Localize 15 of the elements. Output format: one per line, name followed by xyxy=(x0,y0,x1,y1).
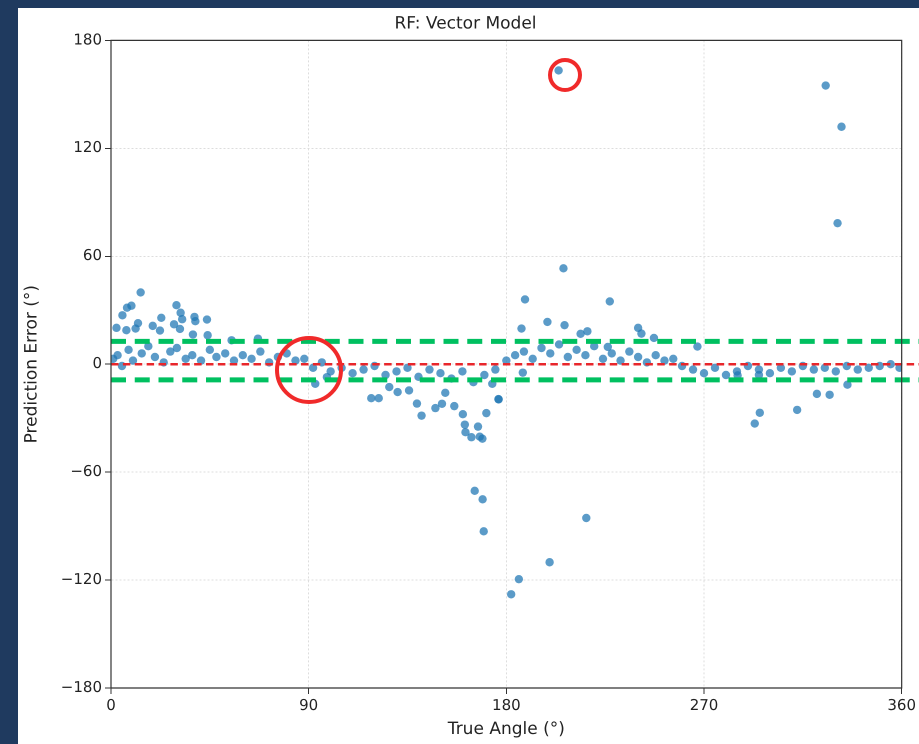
y-tick-label: 180 xyxy=(73,30,102,48)
x-tick-label: 0 xyxy=(106,696,116,714)
x-axis-title: True Angle (°) xyxy=(446,719,565,740)
x-tick-label: 180 xyxy=(492,696,521,714)
y-tick-label: 120 xyxy=(73,138,102,156)
y-tick-label: 60 xyxy=(82,246,102,264)
y-tick-label: −180 xyxy=(60,678,102,696)
y-tick-label: 0 xyxy=(92,354,102,372)
x-tick-label: 270 xyxy=(690,696,718,714)
y-tick-label: −60 xyxy=(70,462,102,480)
x-tick-label: 90 xyxy=(299,696,318,714)
y-axis-title: Prediction Error (°) xyxy=(22,284,42,444)
chart-title: RF: Vector Model xyxy=(394,14,537,34)
x-tick-label: 360 xyxy=(887,696,916,714)
y-tick-label: −120 xyxy=(60,570,102,588)
